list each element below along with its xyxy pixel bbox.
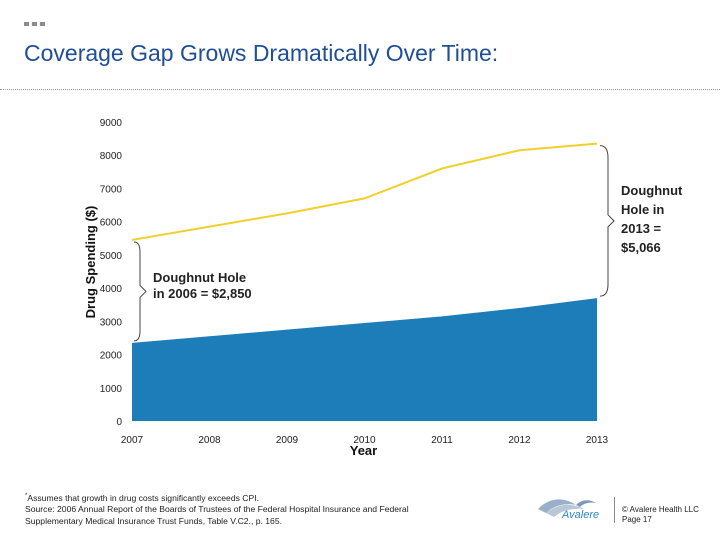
y-tick-label: 2000: [100, 351, 123, 362]
y-tick-label: 1000: [100, 384, 123, 395]
x-tick-label: 2007: [121, 435, 144, 446]
header-dots-icon: [24, 22, 45, 26]
y-tick-label: 6000: [100, 218, 123, 229]
footnote-line-2: Source: 2006 Annual Report of the Boards…: [25, 504, 409, 515]
page-number: Page 17: [622, 515, 652, 524]
footnote-line-1: Assumes that growth in drug costs signif…: [27, 492, 260, 503]
x-tick-label: 2011: [431, 435, 453, 446]
annotation-2006-line: in 2006 = $2,850: [153, 286, 252, 301]
annotation-2006-line: Doughnut Hole: [153, 270, 246, 285]
y-tick-label: 7000: [100, 184, 123, 195]
x-axis-label: Year: [350, 443, 377, 458]
line-series: [131, 142, 598, 241]
page-title: Coverage Gap Grows Dramatically Over Tim…: [24, 40, 499, 66]
gap-brace-2013: [599, 145, 615, 297]
drug-spending-chart: 0 1000 2000 3000 4000 5000 6000 7000 8000 9000 200…: [83, 118, 683, 458]
y-tick-label: 8000: [100, 151, 123, 162]
x-tick-label: 2013: [586, 435, 609, 446]
footnote-marker: *: [25, 493, 28, 499]
y-tick-label: 9000: [100, 118, 123, 129]
footnote: *Assumes that growth in drug costs signi…: [25, 491, 495, 527]
annotation-2013-line: $5,066: [621, 240, 661, 255]
x-tick-label: 2009: [276, 435, 299, 446]
copyright-text: © Avalere Health LLC: [622, 505, 699, 514]
x-tick-label: 2012: [508, 435, 531, 446]
y-tick-label: 3000: [100, 317, 123, 328]
title-divider: [0, 89, 720, 90]
y-axis-label: Drug Spending ($): [83, 206, 98, 319]
annotation-2013-line: Doughnut: [621, 183, 683, 198]
y-tick-label: 0: [116, 417, 122, 428]
copyright: © Avalere Health LLC Page 17: [622, 505, 699, 525]
footer-divider: [614, 497, 615, 523]
y-tick-label: 4000: [100, 284, 123, 295]
annotation-2013-line: Hole in: [621, 202, 664, 217]
annotation-2013-line: 2013 =: [621, 221, 662, 236]
gap-brace-2007: [133, 241, 147, 342]
y-tick-label: 5000: [100, 251, 123, 262]
logo-text: Avalere: [562, 509, 600, 521]
area-series: [132, 298, 597, 421]
x-tick-label: 2010: [353, 435, 376, 446]
wave-logo-icon: [538, 499, 596, 517]
footnote-line-3: Supplementary Medical Insurance Trust Fu…: [25, 515, 283, 526]
x-tick-label: 2008: [198, 435, 221, 446]
